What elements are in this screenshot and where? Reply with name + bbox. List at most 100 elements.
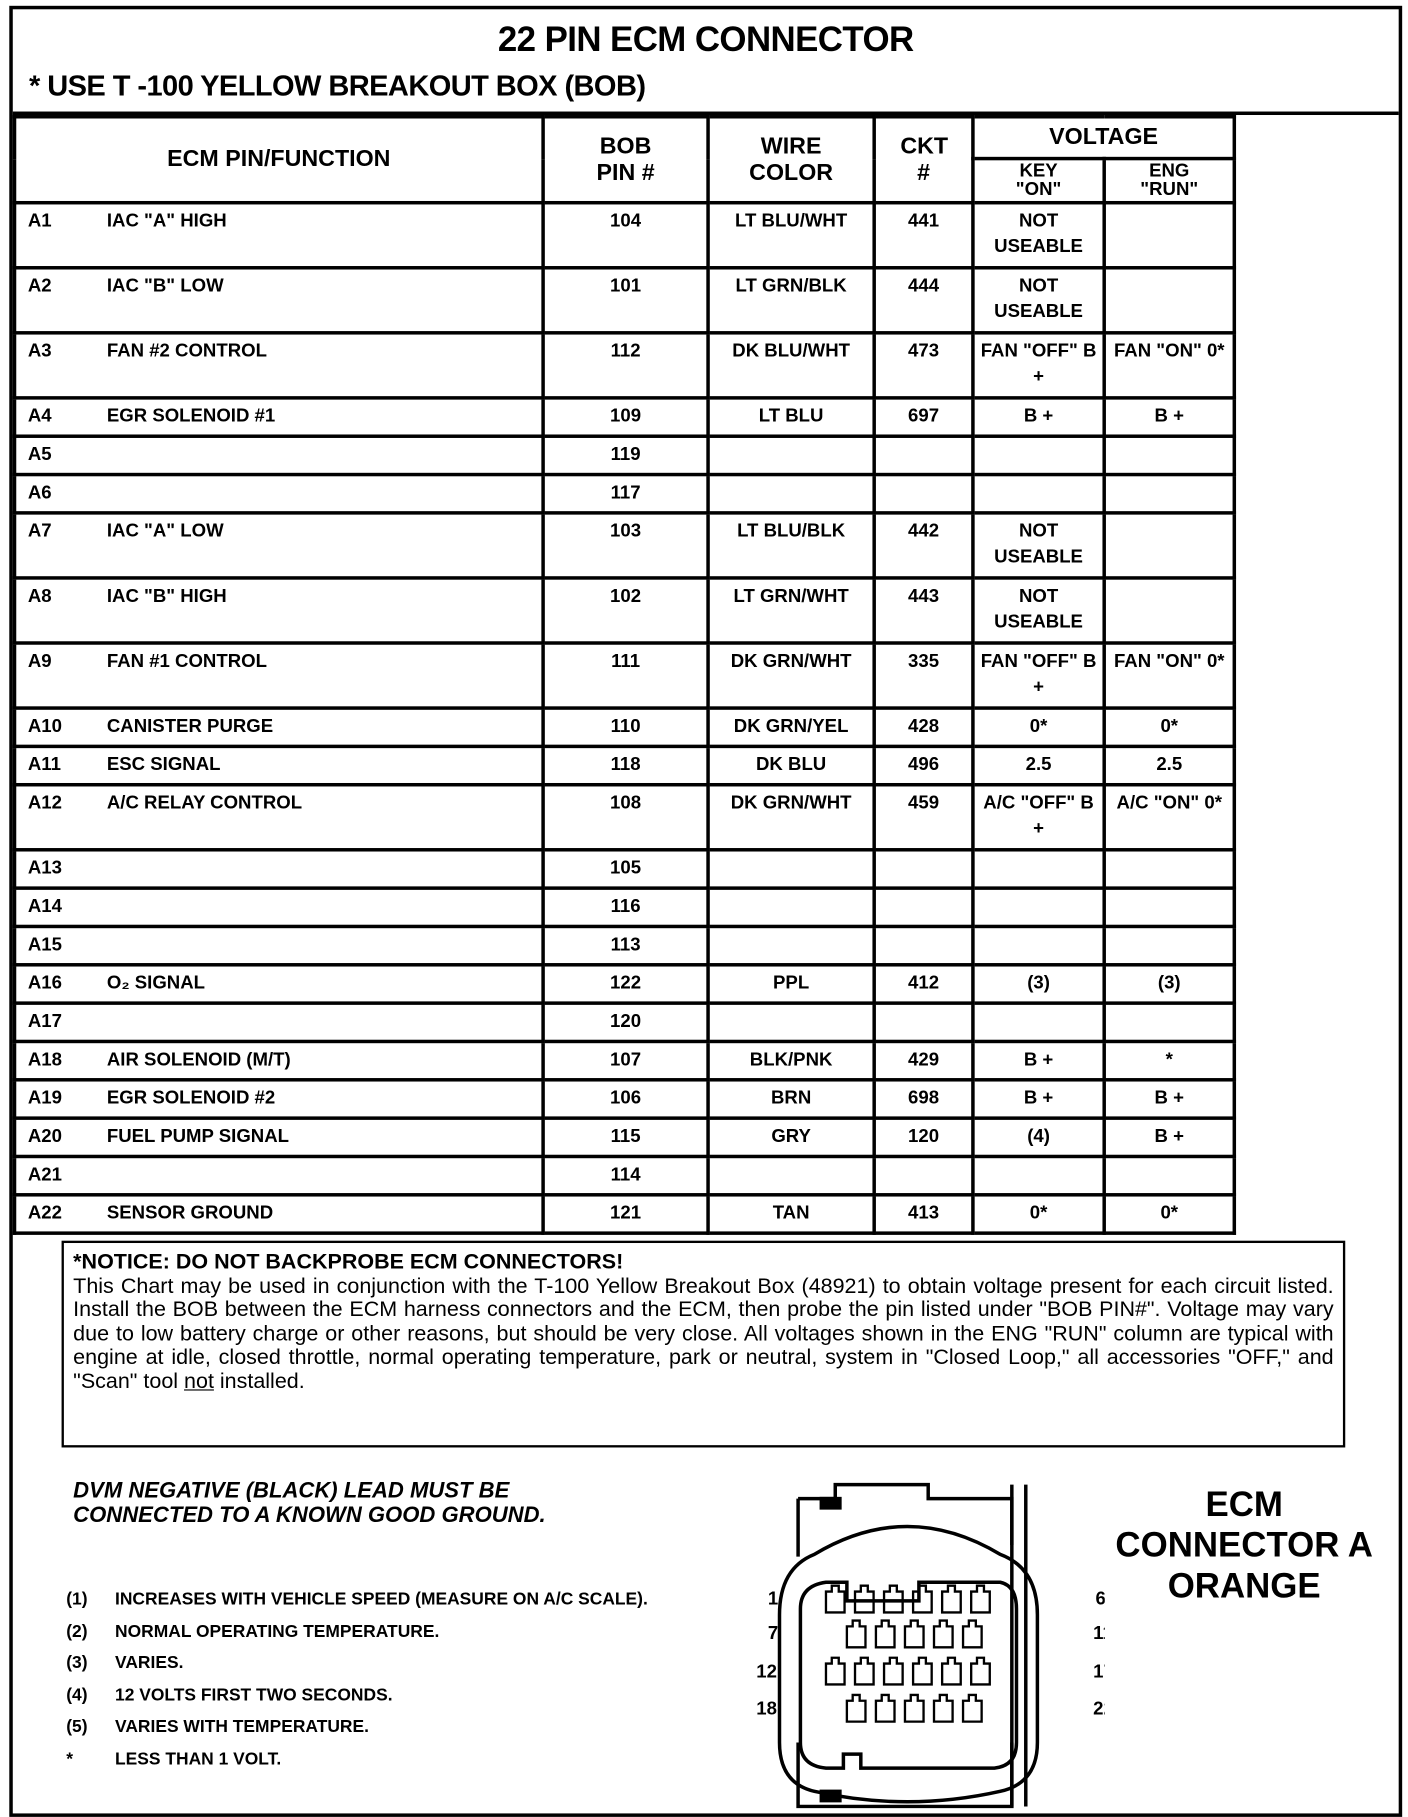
- pin-function-cell: A7 IAC "A" LOW: [12, 511, 545, 580]
- pin-id: A16: [27, 973, 62, 994]
- ckt-cell: 413: [872, 1193, 975, 1235]
- connector-pin: [874, 1619, 896, 1649]
- pin-id: A5: [27, 444, 52, 465]
- bob-pin-cell: 107: [541, 1039, 710, 1082]
- pin-function: IAC "A" HIGH: [106, 211, 227, 232]
- footnote-text: INCREASES WITH VEHICLE SPEED (MEASURE ON…: [115, 1589, 648, 1609]
- eng-run-cell: 0*: [1102, 1193, 1237, 1235]
- bob-pin-cell: 121: [541, 1193, 710, 1235]
- pin-function-cell: A4 EGR SOLENOID #1: [12, 396, 545, 438]
- eng-run-cell: FAN "ON" 0*: [1102, 641, 1237, 710]
- table-row: A12 A/C RELAY CONTROL 108 DK GRN/WHT 459 …: [12, 782, 1237, 852]
- bob-pin-cell: 110: [541, 706, 710, 749]
- pin-id: A13: [27, 858, 62, 879]
- pin-label-18: 18: [756, 1698, 777, 1719]
- table-row: A4 EGR SOLENOID #1 109 LT BLU 697 B + B +: [12, 396, 1237, 438]
- key-on-cell: (4): [971, 1116, 1106, 1159]
- pin-id: A4: [27, 406, 52, 427]
- wire-color-cell: DK GRN/YEL: [706, 706, 876, 749]
- bob-pin-cell: 114: [541, 1154, 710, 1197]
- eng-run-cell: [1102, 511, 1237, 580]
- pin-function-cell: A6: [12, 472, 545, 515]
- key-on-cell: NOT USEABLE: [971, 200, 1106, 270]
- eng-run-cell: [1102, 266, 1237, 335]
- eng-run-cell: B +: [1102, 396, 1237, 438]
- footnote: (3) VARIES.: [66, 1653, 648, 1685]
- pin-id: A22: [27, 1203, 62, 1224]
- bob-pin-cell: 101: [541, 266, 710, 335]
- footnote-text: VARIES WITH TEMPERATURE.: [115, 1716, 369, 1737]
- pin-id: A19: [27, 1088, 62, 1109]
- connector-pin: [970, 1656, 991, 1686]
- connector-label: ECM CONNECTOR A ORANGE: [1093, 1485, 1395, 1607]
- wire-color-cell: GRY: [706, 1116, 876, 1159]
- pin-function-cell: A1 IAC "A" HIGH: [12, 200, 545, 270]
- eng-run-cell: [1102, 200, 1237, 270]
- bob-pin-cell: 117: [541, 472, 710, 515]
- key-on-cell: [971, 1154, 1106, 1197]
- connector-pin: [824, 1584, 846, 1614]
- ckt-cell: [872, 848, 975, 890]
- pin-function-cell: A17: [12, 1001, 545, 1044]
- ckt-cell: 473: [872, 331, 975, 400]
- eng-run-cell: [1102, 1154, 1237, 1197]
- connector-pin: [853, 1584, 875, 1614]
- ckt-cell: 698: [872, 1078, 975, 1120]
- pin-id: A3: [27, 341, 52, 362]
- pin-label-22: 22: [1093, 1698, 1105, 1719]
- pin-id: A15: [27, 935, 62, 955]
- pin-id: A9: [27, 651, 52, 672]
- connector-pin: [961, 1693, 983, 1723]
- wire-color-cell: [706, 1001, 876, 1044]
- pin-function-cell: A14: [12, 886, 545, 929]
- ckt-cell: 441: [872, 200, 975, 270]
- connector-pin: [940, 1584, 962, 1614]
- eng-run-cell: (3): [1102, 963, 1237, 1005]
- ckt-cell: [872, 924, 975, 967]
- pin-id: A18: [27, 1050, 62, 1070]
- footnote-key: (3): [66, 1653, 88, 1673]
- key-on-cell: 0*: [971, 1193, 1106, 1235]
- wire-color-cell: DK BLU/WHT: [706, 331, 876, 400]
- connector-pin: [903, 1619, 925, 1649]
- connector-pin: [845, 1693, 867, 1723]
- bob-pin-cell: 118: [541, 744, 710, 787]
- connector-pin: [961, 1619, 983, 1649]
- pin-function: IAC "B" HIGH: [106, 586, 227, 607]
- pin-id: A2: [27, 276, 52, 297]
- table-row: A5 119: [12, 434, 1237, 477]
- key-on-cell: NOT USEABLE: [971, 511, 1106, 580]
- wire-color-cell: [706, 886, 876, 929]
- bob-pin-cell: 108: [541, 782, 710, 852]
- key-on-cell: (3): [971, 963, 1106, 1005]
- notice-body: This Chart may be used in conjunction wi…: [73, 1272, 1334, 1393]
- pin-function: FUEL PUMP SIGNAL: [106, 1126, 289, 1147]
- ckt-cell: 443: [872, 576, 975, 645]
- pin-function-cell: A9 FAN #1 CONTROL: [12, 641, 545, 710]
- eng-run-cell: [1102, 924, 1237, 967]
- pin-function: IAC "B" LOW: [106, 276, 224, 297]
- table-row: A9 FAN #1 CONTROL 111 DK GRN/WHT 335 FAN …: [12, 641, 1237, 710]
- ckt-cell: 120: [872, 1116, 975, 1159]
- wire-color-cell: [706, 1154, 876, 1197]
- ckt-cell: [872, 1154, 975, 1197]
- eng-run-cell: [1102, 848, 1237, 890]
- key-on-cell: 2.5: [971, 744, 1106, 787]
- header-wire-color: WIRE COLOR: [706, 115, 876, 205]
- wire-color-cell: LT GRN/WHT: [706, 576, 876, 645]
- ckt-cell: [872, 1001, 975, 1044]
- connector-pin: [932, 1619, 954, 1649]
- ckt-cell: 428: [872, 706, 975, 749]
- key-on-cell: FAN "OFF" B +: [971, 331, 1106, 400]
- key-on-cell: NOT USEABLE: [971, 576, 1106, 645]
- pin-id: A12: [27, 793, 62, 814]
- connector-pin: [853, 1656, 875, 1686]
- pin-function-cell: A13: [12, 848, 545, 890]
- connector-pin: [903, 1693, 925, 1723]
- pin-function-cell: A15: [12, 924, 545, 967]
- connector-label-line: ECM: [1205, 1485, 1283, 1525]
- table-row: A20 FUEL PUMP SIGNAL 115 GRY 120 (4) B +: [12, 1116, 1237, 1159]
- key-on-cell: [971, 886, 1106, 929]
- wire-color-cell: PPL: [706, 963, 876, 1005]
- notice-heading: *NOTICE: DO NOT BACKPROBE ECM CONNECTORS…: [73, 1248, 624, 1274]
